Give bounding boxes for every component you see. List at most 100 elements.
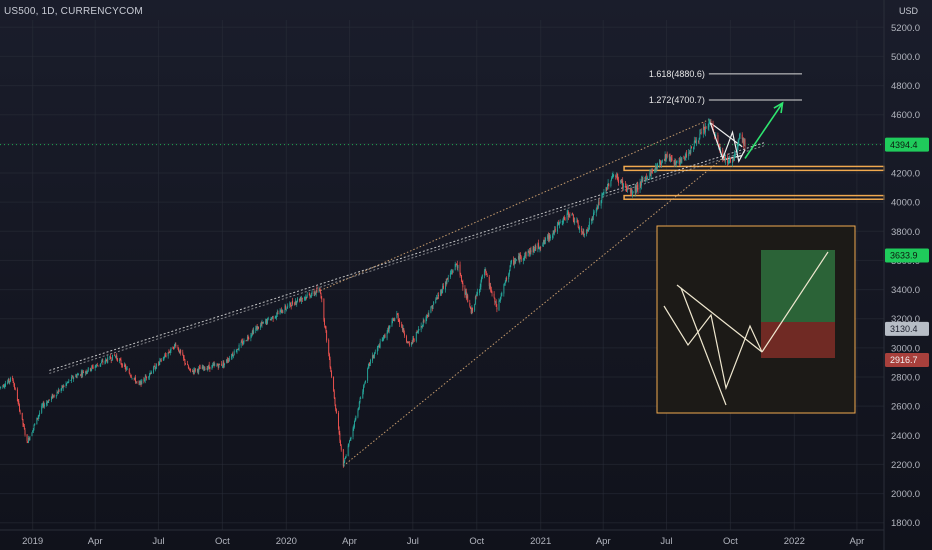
candle-body: [659, 160, 660, 164]
candle-body: [276, 315, 278, 318]
candle-body: [622, 183, 624, 188]
candle-body: [645, 176, 647, 181]
candle-body: [639, 182, 641, 190]
candle-body: [683, 155, 685, 158]
candle-body: [636, 184, 638, 189]
candle-body: [621, 180, 623, 184]
candle-body: [58, 390, 60, 392]
candle-body: [196, 369, 198, 371]
candle-body: [641, 179, 642, 186]
candle-body: [67, 381, 69, 383]
inset-target-zone: [761, 250, 835, 322]
candle-body: [290, 306, 292, 308]
candle-body: [738, 139, 740, 145]
candle-body: [183, 357, 185, 360]
overlays: 1.618(4880.6) 1.272(4700.7): [649, 69, 802, 164]
candle-body: [593, 212, 594, 217]
candle-body: [529, 251, 531, 255]
candle-body: [569, 215, 571, 217]
y-tick-label: 3400.0: [891, 285, 920, 296]
candle-body: [578, 227, 580, 230]
candle-body: [469, 302, 471, 306]
candle-body: [365, 380, 367, 383]
candle-body: [688, 152, 690, 154]
candle-body: [12, 379, 14, 383]
candle-body: [289, 302, 291, 306]
candle-body: [247, 337, 249, 339]
candle-body: [742, 138, 744, 141]
candle-body: [50, 397, 52, 401]
candle-body: [71, 376, 73, 378]
candle-body: [481, 277, 483, 282]
candle-body: [620, 180, 622, 183]
candle-body: [47, 401, 49, 403]
candle-body: [331, 371, 332, 377]
candle-body: [490, 286, 492, 291]
candle-body: [19, 404, 20, 412]
candle-body: [563, 217, 565, 220]
candle-body: [276, 312, 278, 315]
candle-body: [77, 374, 79, 375]
candle-body: [333, 376, 335, 392]
candle-body: [112, 354, 114, 361]
candle-body: [237, 349, 239, 350]
candle-body: [162, 357, 164, 361]
candle-body: [323, 298, 325, 320]
x-tick-label: 2022: [784, 536, 805, 547]
candle-body: [397, 313, 398, 315]
candle-body: [155, 363, 157, 369]
candle-body: [52, 394, 54, 398]
candle-body: [212, 364, 214, 366]
candle-body: [642, 177, 644, 180]
candle-body: [143, 379, 145, 381]
candle-body: [221, 365, 223, 367]
candle-body: [32, 428, 34, 432]
y-tick-label: 5200.0: [891, 23, 920, 34]
candle-body: [630, 189, 632, 192]
candle-body: [269, 319, 271, 321]
candle-body: [520, 254, 521, 257]
candle-body: [442, 285, 444, 289]
candle-body: [568, 214, 570, 217]
candle-body: [148, 376, 150, 378]
candle-body: [702, 128, 704, 134]
candle-body: [588, 221, 590, 230]
candle-body: [690, 147, 692, 153]
price-badge-label: 3633.9: [890, 251, 918, 261]
candle-body: [333, 391, 335, 399]
y-tick-label: 4000.0: [891, 198, 920, 209]
candle-body: [66, 382, 68, 384]
candle-body: [373, 355, 375, 359]
candle-body: [474, 296, 476, 304]
candle-body: [499, 300, 501, 302]
candle-body: [629, 188, 631, 193]
candle-body: [164, 354, 166, 356]
candle-body: [231, 354, 233, 357]
trendlines: [0, 118, 884, 467]
candle-body: [138, 381, 140, 384]
candle-body: [715, 135, 717, 137]
candle-body: [403, 328, 405, 334]
candle-body: [494, 297, 496, 303]
candle-body: [63, 386, 65, 387]
candle-body: [242, 341, 243, 345]
candle-body: [407, 341, 409, 344]
candle-body: [435, 297, 437, 300]
candle-body: [411, 342, 413, 343]
candle-body: [549, 235, 551, 239]
candle-body: [187, 363, 189, 366]
candle-body: [699, 133, 701, 139]
candle-body: [360, 397, 362, 399]
candle-body: [388, 327, 389, 332]
candle-body: [712, 123, 714, 132]
candle-body: [155, 368, 157, 370]
candle-body: [107, 357, 109, 363]
candle-body: [80, 374, 82, 376]
candle-body: [224, 363, 225, 366]
candle-body: [221, 363, 223, 366]
candle-body: [159, 359, 161, 363]
candle-body: [8, 379, 10, 382]
candle-body: [86, 371, 88, 374]
candle-body: [311, 291, 313, 294]
